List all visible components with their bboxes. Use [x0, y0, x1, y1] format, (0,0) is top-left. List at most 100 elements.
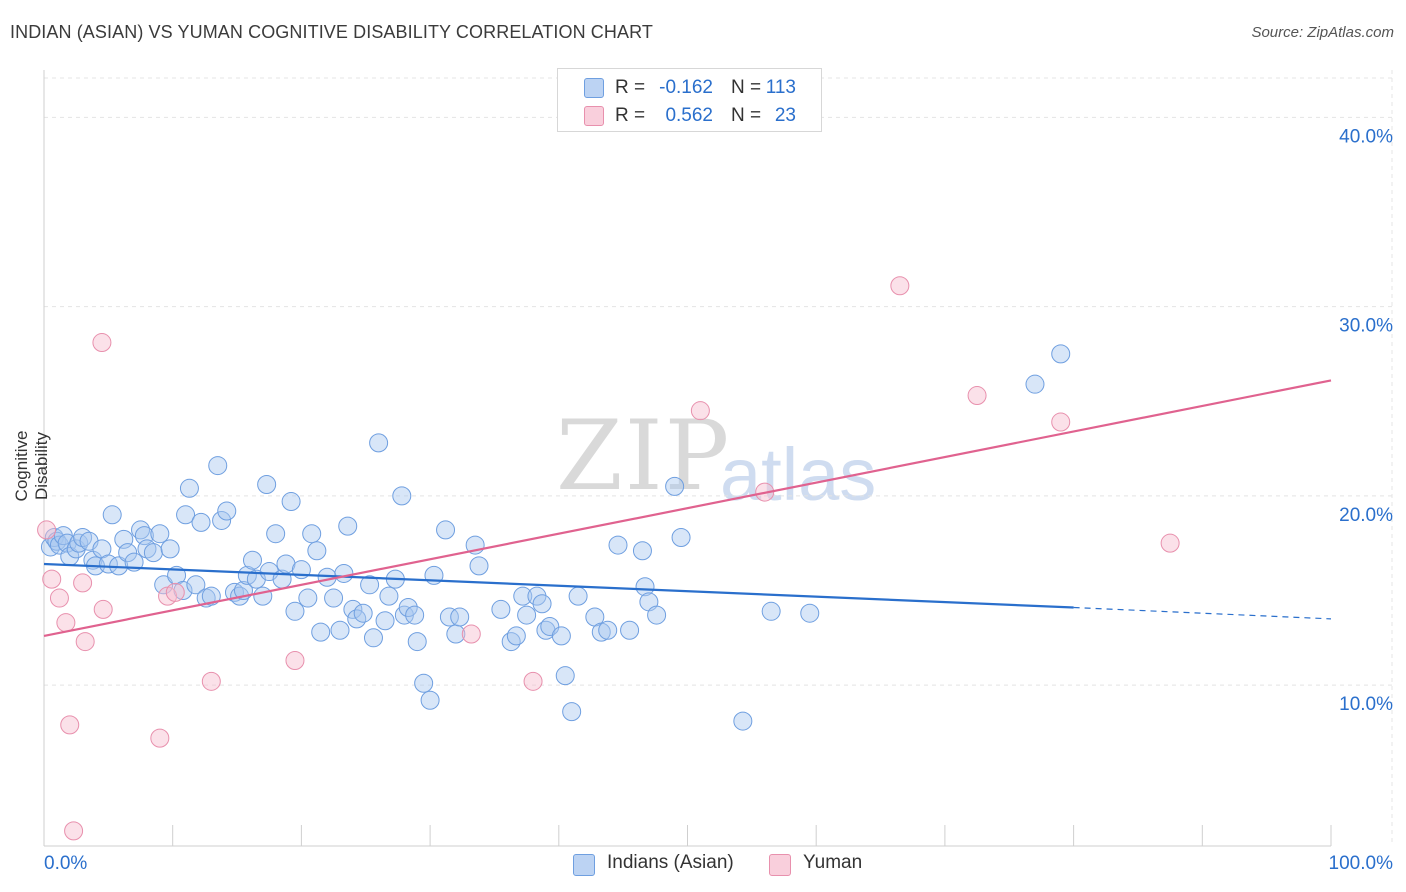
legend-row-yuman: R = 0.562 N = 23 — [558, 101, 821, 129]
y-tick-label: 10.0% — [1339, 694, 1393, 715]
point-indians-asian — [143, 543, 163, 563]
point-yuman — [73, 573, 93, 593]
point-indians-asian — [137, 539, 157, 559]
legend-swatch-blue — [584, 78, 604, 98]
y-tick-label: 20.0% — [1339, 505, 1393, 526]
point-indians-asian — [242, 550, 262, 570]
point-indians-asian — [353, 603, 373, 623]
trend-line-indians-asian-extension — [1073, 606, 1332, 620]
x-tick-label: 0.0% — [44, 853, 87, 874]
point-indians-asian — [179, 478, 199, 498]
point-indians-asian — [517, 605, 537, 625]
point-indians-asian — [635, 577, 655, 597]
point-indians-asian — [555, 666, 575, 686]
point-yuman — [75, 632, 95, 652]
point-indians-asian — [102, 505, 122, 525]
point-indians-asian — [360, 575, 380, 595]
point-indians-asian — [562, 702, 582, 722]
point-indians-asian — [671, 527, 691, 547]
point-indians-asian — [191, 512, 211, 532]
point-yuman — [285, 651, 305, 671]
point-yuman — [42, 569, 62, 589]
grid-lines — [44, 70, 1393, 846]
point-indians-asian — [436, 520, 456, 540]
point-indians-asian — [513, 586, 533, 606]
point-indians-asian — [392, 486, 412, 506]
point-indians-asian — [208, 456, 228, 476]
point-indians-asian — [568, 586, 588, 606]
point-yuman — [690, 401, 710, 421]
point-yuman — [1051, 412, 1071, 432]
legend-n-value: 113 — [765, 77, 796, 98]
point-indians-asian — [398, 598, 418, 618]
axes — [43, 70, 1332, 847]
point-indians-asian — [608, 535, 628, 555]
bottom-legend-swatch-blue — [573, 854, 595, 876]
point-indians-asian — [324, 588, 344, 608]
point-yuman — [56, 613, 76, 633]
y-tick-label: 30.0% — [1339, 316, 1393, 337]
point-indians-asian — [131, 520, 151, 540]
trend-lines — [43, 379, 1332, 637]
point-yuman — [49, 588, 69, 608]
point-indians-asian — [150, 524, 170, 544]
point-indians-asian — [491, 599, 511, 619]
point-indians-asian — [217, 501, 237, 521]
point-indians-asian — [212, 510, 232, 530]
x-tick-label: 100.0% — [1329, 853, 1394, 874]
point-yuman — [60, 715, 80, 735]
point-indians-asian — [450, 607, 470, 627]
point-indians-asian — [302, 524, 322, 544]
point-indians-asian — [118, 543, 138, 563]
chart-title: INDIAN (ASIAN) VS YUMAN COGNITIVE DISABI… — [10, 22, 653, 42]
tick-labels: 10.0% 20.0% 30.0% 40.0% 0.0% 100.0% — [44, 126, 1393, 874]
point-indians-asian — [620, 620, 640, 640]
point-indians-asian — [414, 673, 434, 693]
point-indians-asian — [330, 620, 350, 640]
y-tick-label: 40.0% — [1339, 126, 1393, 147]
point-yuman — [461, 624, 481, 644]
point-indians-asian — [285, 601, 305, 621]
watermark-zip: ZIP — [556, 400, 732, 512]
point-yuman — [1160, 533, 1180, 553]
point-indians-asian — [369, 433, 389, 453]
point-yuman — [37, 520, 57, 540]
point-indians-asian — [154, 575, 174, 595]
bottom-legend-swatch-pink — [769, 854, 791, 876]
point-indians-asian — [186, 575, 206, 595]
trend-line-yuman — [43, 379, 1332, 637]
point-indians-asian — [506, 626, 526, 646]
point-indians-asian — [343, 599, 363, 619]
point-indians-asian — [1025, 374, 1045, 394]
stats-legend: R = -0.162 N = 113 R = 0.562 N = 23 — [557, 68, 822, 132]
point-indians-asian — [363, 628, 383, 648]
point-indians-asian — [407, 632, 427, 652]
point-indians-asian — [311, 622, 331, 642]
legend-r-value: 0.562 — [665, 105, 713, 126]
point-indians-asian — [800, 603, 820, 623]
point-indians-asian — [266, 524, 286, 544]
point-yuman — [523, 671, 543, 691]
watermark-atlas: atlas — [720, 433, 877, 516]
point-indians-asian — [379, 586, 399, 606]
point-indians-asian — [420, 690, 440, 710]
source-label: Source: ZipAtlas.com — [1251, 24, 1394, 41]
point-yuman — [890, 276, 910, 296]
y-axis-label: Cognitive Disability — [12, 430, 51, 502]
point-yuman — [967, 386, 987, 406]
point-indians-asian — [257, 474, 277, 494]
point-indians-asian — [176, 505, 196, 525]
bottom-legend-label: Yuman — [803, 852, 863, 873]
point-indians-asian — [298, 588, 318, 608]
point-yuman — [64, 821, 84, 841]
point-indians-asian — [501, 632, 521, 652]
point-indians-asian — [338, 516, 358, 536]
point-indians-asian — [598, 620, 618, 640]
point-indians-asian — [761, 601, 781, 621]
legend-r-label: R = — [615, 77, 646, 98]
point-indians-asian — [405, 605, 425, 625]
point-indians-asian — [647, 605, 667, 625]
point-indians-asian — [160, 539, 180, 559]
legend-row-indians: R = -0.162 N = 113 — [558, 73, 821, 101]
